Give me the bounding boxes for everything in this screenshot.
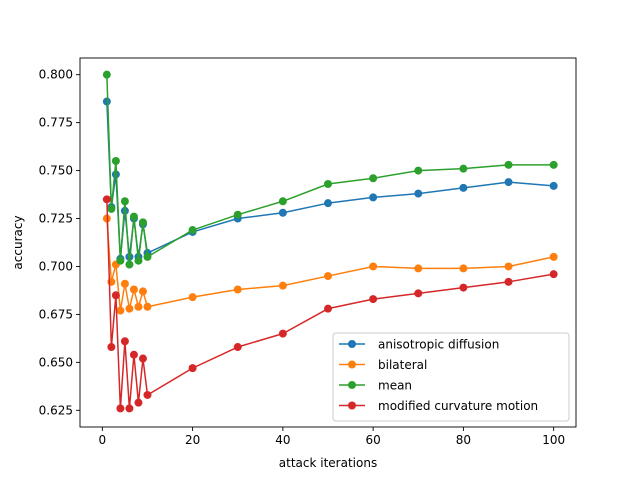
data-point-mean [138,218,147,227]
x-tick-label: 80 [456,433,471,447]
data-point-bilateral [129,285,138,294]
data-point-mean [116,256,125,265]
legend: anisotropic diffusion bilateral mean modifi… [332,332,570,422]
data-point-bilateral [138,287,147,296]
plot-frame [79,57,577,428]
data-point-modified-curvature-motion [129,350,138,359]
data-point-modified-curvature-motion [278,329,287,338]
legend-marker [348,360,356,369]
data-point-bilateral [134,302,143,311]
data-point-modified-curvature-motion [188,364,197,373]
data-point-bilateral [143,302,152,311]
y-tick-label: 0.625 [39,403,73,417]
data-point-mean [459,164,468,173]
x-axis-ticks: 0 20 40 60 80 100 [99,427,565,447]
data-point-modified-curvature-motion [134,398,143,407]
data-point-modified-curvature-motion [125,404,134,413]
y-axis-label: accuracy [11,215,25,269]
data-point-modified-curvature-motion [102,195,111,204]
data-point-bilateral [324,272,332,281]
series-layer [102,70,558,413]
data-point-bilateral [188,293,197,302]
data-point-mean [549,160,558,169]
data-point-anisotropic-diffusion [278,208,287,217]
data-point-mean [414,166,423,175]
y-tick-label: 0.675 [39,307,73,321]
data-point-mean [107,204,116,213]
x-tick-label: 0 [99,433,107,447]
data-point-bilateral [369,262,378,271]
data-point-anisotropic-diffusion [414,189,423,198]
data-point-mean [143,252,152,261]
legend-label: mean [378,379,412,393]
legend-marker [348,340,356,348]
legend-marker [348,401,356,410]
data-point-modified-curvature-motion [111,291,120,300]
x-tick-label: 60 [365,433,380,447]
data-point-modified-curvature-motion [414,289,423,298]
data-point-anisotropic-diffusion [459,183,468,192]
data-point-anisotropic-diffusion [369,193,378,202]
data-point-mean [504,160,513,169]
data-point-modified-curvature-motion [116,404,125,413]
y-tick-label: 0.725 [39,212,73,226]
data-point-bilateral [116,306,125,315]
legend-box [332,332,570,422]
data-point-mean [134,256,143,265]
series-modified-curvature-motion [102,195,558,413]
y-tick-label: 0.650 [39,355,73,369]
legend-entry-modified-curvature-motion: modified curvature motion [339,399,538,413]
data-point-bilateral [549,252,558,261]
data-point-modified-curvature-motion [504,277,513,286]
data-point-bilateral [414,264,423,273]
x-axis-label: attack iterations [279,456,377,470]
y-tick-label: 0.775 [39,116,73,130]
legend-label: modified curvature motion [378,399,538,413]
x-tick-label: 20 [185,433,200,447]
y-axis-ticks: 0.625 0.650 0.675 0.700 0.725 0.750 0.775 0.800 [39,68,80,417]
series-mean [102,70,558,269]
data-point-mean [188,226,197,235]
data-point-modified-curvature-motion [120,337,129,346]
data-point-modified-curvature-motion [324,304,332,313]
data-point-mean [129,212,138,221]
legend-entry-mean: mean [339,379,412,393]
data-point-modified-curvature-motion [459,283,468,292]
x-tick-label: 40 [275,433,290,447]
data-point-anisotropic-diffusion [102,97,111,106]
legend-entry-bilateral: bilateral [339,358,427,372]
y-tick-label: 0.700 [39,259,73,273]
data-point-modified-curvature-motion [143,390,152,399]
data-point-modified-curvature-motion [107,343,116,352]
data-point-bilateral [120,279,129,288]
data-point-mean [125,260,134,269]
data-point-modified-curvature-motion [233,343,242,352]
data-point-mean [369,174,378,183]
legend-label: anisotropic diffusion [378,338,499,352]
data-point-mean [278,197,287,206]
data-point-bilateral [504,262,513,271]
data-point-bilateral [459,264,468,273]
data-point-bilateral [125,304,134,313]
data-point-bilateral [233,285,242,294]
data-point-modified-curvature-motion [369,295,378,304]
data-point-mean [120,197,129,206]
data-point-bilateral [278,281,287,290]
data-point-modified-curvature-motion [549,270,558,279]
data-point-mean [324,180,332,189]
data-point-anisotropic-diffusion [504,178,513,187]
y-tick-label: 0.750 [39,164,73,178]
x-tick-label: 100 [542,433,565,447]
legend-label: bilateral [378,358,427,372]
data-point-anisotropic-diffusion [549,181,558,190]
legend-marker [348,381,356,389]
y-tick-label: 0.800 [39,68,73,82]
data-point-anisotropic-diffusion [324,199,332,208]
data-point-mean [111,156,120,165]
legend-entry-anisotropic-diffusion: anisotropic diffusion [339,338,499,352]
data-point-modified-curvature-motion [138,354,147,363]
data-point-mean [233,210,242,219]
data-point-mean [102,70,111,79]
